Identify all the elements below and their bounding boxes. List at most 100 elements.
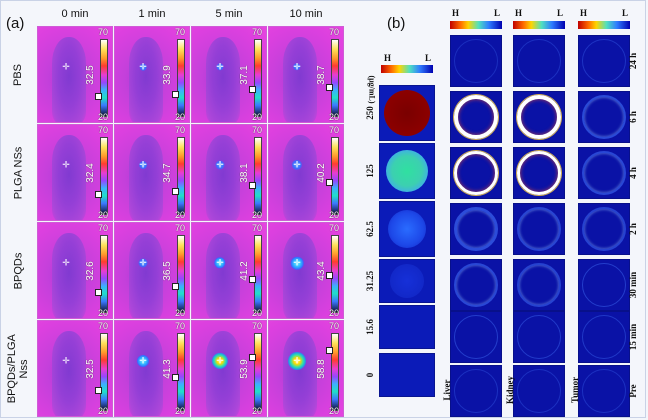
- concentration-label: 15.6: [365, 319, 375, 335]
- temperature-colorbar: [177, 333, 185, 411]
- temperature-colorbar: [254, 137, 262, 215]
- measurement-crosshair-icon: ✛: [139, 159, 147, 170]
- colorbar-max-label: 70: [97, 321, 108, 331]
- organ-image-tile: [513, 91, 565, 143]
- tumor-hotspot: [293, 63, 301, 71]
- temperature-colorbar: [331, 333, 339, 411]
- organ-image-tile: [578, 147, 630, 199]
- measurement-crosshair-icon: ✛: [293, 61, 301, 72]
- colorbar-min-label: 20: [251, 308, 262, 318]
- organ-image-tile: [578, 203, 630, 255]
- colorbar-min-label: 20: [97, 210, 108, 220]
- colorbar-max-label: 70: [251, 321, 262, 331]
- temperature-readout: 41.2: [238, 260, 250, 281]
- colorbar-min-label: 20: [97, 112, 108, 122]
- tumor-hotspot: [216, 63, 224, 71]
- temperature-marker-icon: [326, 179, 333, 187]
- organ-section-ring: [454, 315, 498, 359]
- organ-image-tile: [513, 35, 565, 87]
- concentration-tile: [379, 353, 435, 397]
- temperature-marker-icon: [95, 387, 102, 394]
- temperature-colorbar: [331, 39, 339, 117]
- time-label-0: 0 min: [61, 8, 89, 20]
- colorbar-max-label: 70: [328, 223, 339, 233]
- colorbar-min-label: 20: [328, 112, 339, 122]
- colorbar-max-label: 70: [174, 27, 185, 37]
- temperature-readout: 37.1: [238, 64, 250, 85]
- temperature-colorbar: [177, 235, 185, 313]
- timepoint-label: 4 h: [628, 167, 638, 179]
- temperature-marker-icon: [172, 90, 179, 98]
- measurement-crosshair-icon: ✛: [216, 355, 224, 366]
- organ-section-ring: [517, 207, 561, 251]
- measurement-crosshair-icon: ✛: [216, 61, 224, 72]
- mouse-silhouette: [129, 135, 163, 220]
- temperature-readout: 32.6: [84, 260, 96, 281]
- temperature-marker-icon: [326, 272, 333, 280]
- concentration-tile: [379, 85, 435, 141]
- colorbar-min-label: 20: [251, 210, 262, 220]
- temperature-readout: 34.7: [161, 162, 173, 183]
- temperature-colorbar: [254, 333, 262, 411]
- timepoint-label: 15 min: [628, 323, 638, 351]
- organ-image-tile: [450, 147, 502, 199]
- timepoint-label: 30 min: [628, 271, 638, 299]
- temperature-colorbar: [177, 137, 185, 215]
- organ-scale-high-label: H: [515, 8, 523, 18]
- organ-label: Liver: [442, 379, 452, 401]
- organ-scale-high-label: H: [580, 8, 588, 18]
- organ-section-ring: [517, 39, 561, 83]
- organ-image-tile: [450, 35, 502, 87]
- temperature-marker-icon: [326, 347, 333, 355]
- mouse-silhouette: [283, 135, 317, 220]
- temperature-marker-icon: [172, 373, 179, 381]
- time-label-2: 5 min: [215, 8, 243, 20]
- colorbar-min-label: 20: [251, 406, 262, 416]
- concentration-tile: [379, 259, 435, 303]
- concentration-colorbar: [381, 65, 433, 73]
- temperature-readout: 33.9: [161, 64, 173, 85]
- mouse-silhouette: [283, 233, 317, 318]
- measurement-crosshair-icon: ✛: [62, 257, 70, 268]
- temperature-readout: 32.4: [84, 162, 96, 183]
- time-label-3: 10 min: [289, 8, 323, 20]
- organ-image-tile: [578, 91, 630, 143]
- thermal-image: ✛ 70 20 37.1: [191, 26, 267, 123]
- colorbar-min-label: 20: [174, 308, 185, 318]
- mouse-silhouette: [52, 331, 86, 416]
- tumor-hotspot: [137, 355, 149, 367]
- temperature-colorbar: [177, 39, 185, 117]
- organ-section-ring: [582, 207, 626, 251]
- thermal-image: ✛ 70 20 38.1: [191, 124, 267, 221]
- sample-well: [388, 210, 426, 248]
- organ-image-tile: [513, 147, 565, 199]
- timepoint-label: Pre: [628, 384, 638, 398]
- sample-well: [386, 150, 428, 192]
- organ-label: Kidney: [505, 376, 515, 405]
- measurement-crosshair-icon: ✛: [62, 61, 70, 72]
- mouse-silhouette: [206, 233, 240, 318]
- mouse-silhouette: [283, 37, 317, 122]
- mouse-silhouette: [52, 135, 86, 220]
- colorbar-max-label: 70: [328, 27, 339, 37]
- temperature-readout: 58.8: [315, 358, 327, 379]
- measurement-crosshair-icon: ✛: [216, 159, 224, 170]
- organ-image-tile: [578, 35, 630, 87]
- colorbar-min-label: 20: [97, 308, 108, 318]
- measurement-crosshair-icon: ✛: [293, 159, 301, 170]
- sample-well: [384, 90, 430, 136]
- mouse-silhouette: [283, 331, 317, 416]
- measurement-crosshair-icon: ✛: [293, 257, 301, 268]
- organ-image-tile: [513, 259, 565, 311]
- measurement-crosshair-icon: ✛: [139, 355, 147, 366]
- thermal-image: ✛ 70 20 40.2: [268, 124, 344, 221]
- temperature-readout: 43.4: [315, 260, 327, 281]
- colorbar-min-label: 20: [174, 406, 185, 416]
- mouse-silhouette: [206, 37, 240, 122]
- organ-section-ring: [454, 95, 498, 139]
- thermal-image: ✛ 70 20 41.3: [114, 320, 190, 417]
- temperature-marker-icon: [249, 182, 256, 190]
- concentration-label: 250: [365, 106, 375, 120]
- organ-image-tile: [578, 365, 630, 417]
